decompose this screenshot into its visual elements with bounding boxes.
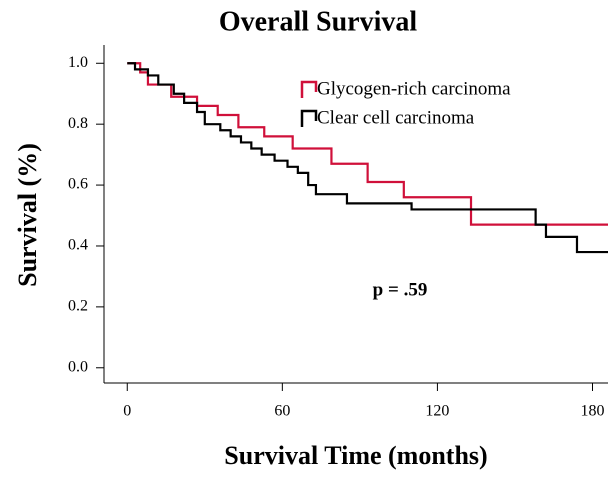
- legend-label: Clear cell carcinoma: [317, 107, 475, 128]
- legend-symbol: [300, 80, 318, 98]
- survival-curve: [127, 62, 608, 254]
- y-tick-label: 0.2: [68, 298, 88, 315]
- y-tick-label: 0.0: [68, 358, 88, 375]
- legend-symbol: [300, 109, 318, 127]
- y-tick-label: 0.8: [68, 115, 88, 132]
- chart-title: Overall Survival: [219, 6, 418, 37]
- x-tick-label: 180: [580, 403, 604, 420]
- x-tick-label: 120: [425, 403, 449, 420]
- y-tick-label: 0.4: [68, 237, 88, 254]
- legend-label: Glycogen-rich carcinoma: [317, 78, 511, 99]
- y-tick-label: 0.6: [68, 176, 88, 193]
- x-axis-label: Survival Time (months): [224, 441, 487, 470]
- annotation: p = .59: [373, 279, 428, 300]
- x-tick-label: 0: [123, 403, 131, 420]
- y-tick-label: 1.0: [68, 54, 88, 71]
- y-axis-label: Survival (%): [13, 143, 42, 287]
- survival-curve: [127, 62, 608, 226]
- x-tick-label: 60: [274, 403, 290, 420]
